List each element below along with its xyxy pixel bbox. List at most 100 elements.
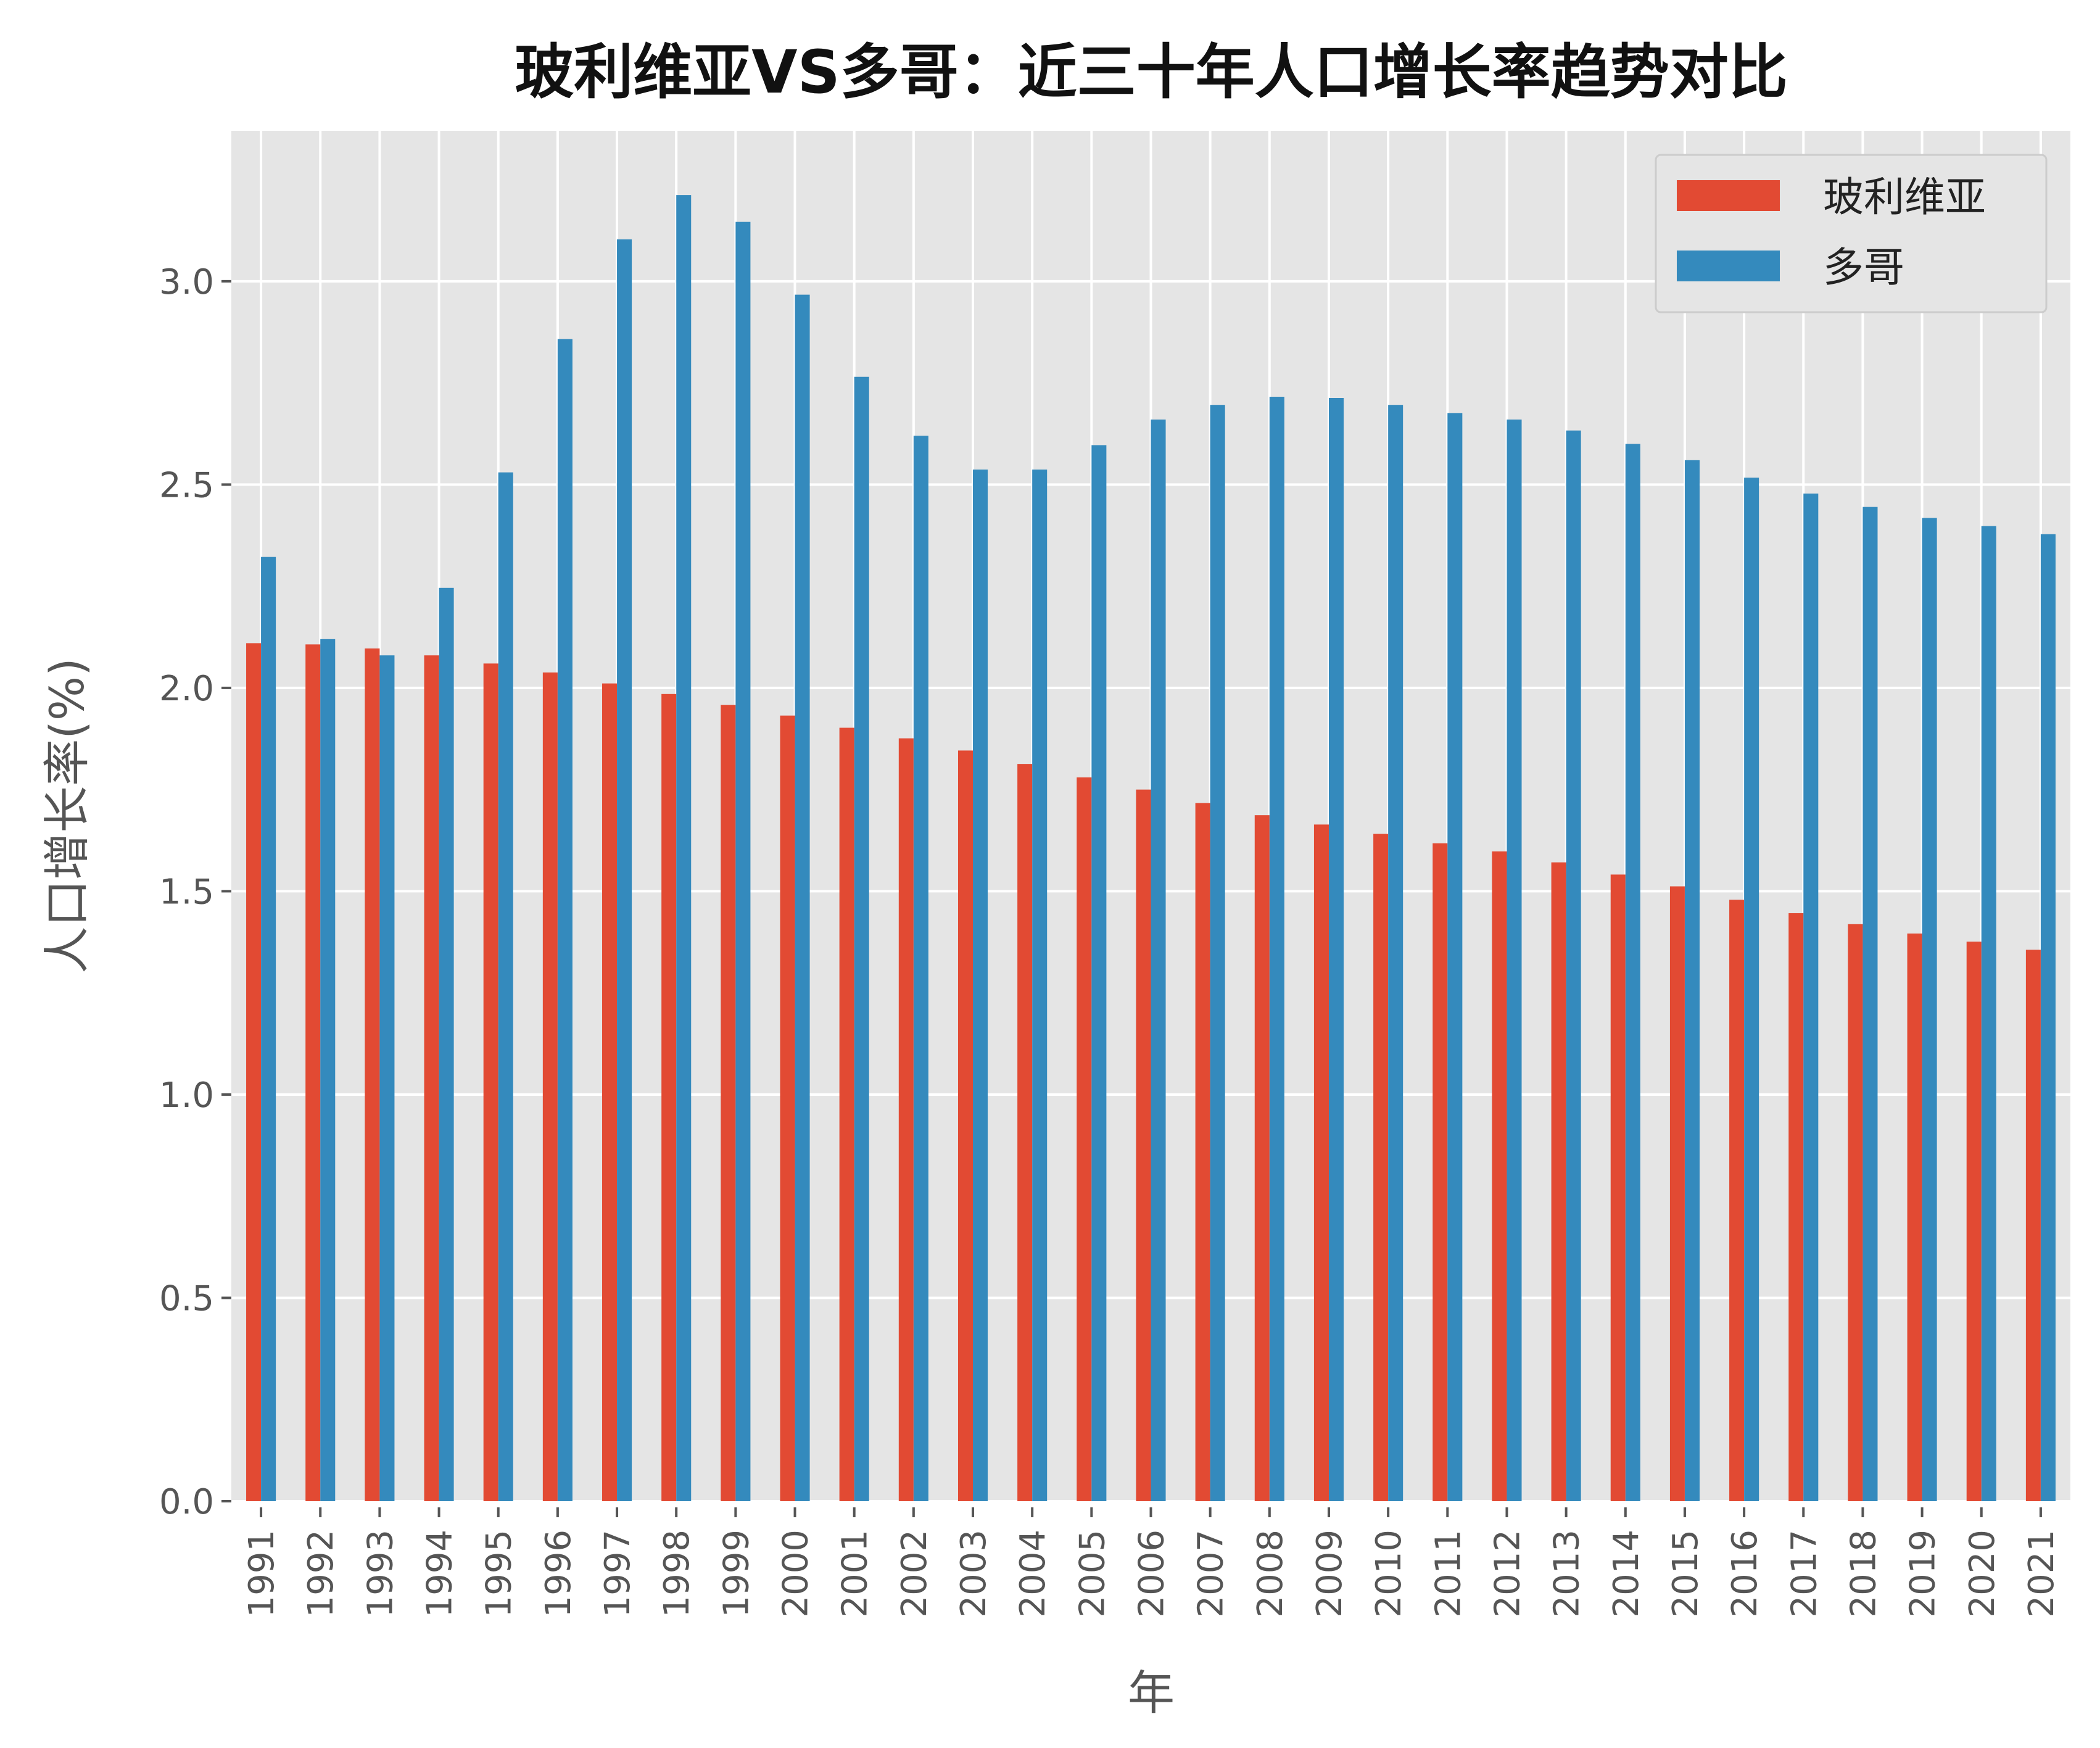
x-tick-label: 1996 xyxy=(539,1530,579,1618)
bar-togo-2003 xyxy=(973,469,988,1501)
x-tick-label: 1991 xyxy=(242,1530,282,1618)
bar-togo-2015 xyxy=(1684,460,1700,1502)
bar-togo-2006 xyxy=(1151,419,1166,1502)
x-tick-label: 2000 xyxy=(776,1530,816,1618)
bar-togo-1998 xyxy=(676,195,692,1502)
bar-togo-2019 xyxy=(1922,518,1937,1501)
bar-bolivia-1991 xyxy=(246,643,262,1501)
x-tick-label: 2019 xyxy=(1903,1530,1943,1618)
y-tick-label: 2.5 xyxy=(159,465,214,505)
bar-togo-2000 xyxy=(795,294,810,1502)
bar-bolivia-2016 xyxy=(1729,900,1745,1501)
bar-togo-1999 xyxy=(735,222,751,1502)
bar-togo-2021 xyxy=(2040,534,2056,1501)
bar-bolivia-2011 xyxy=(1432,843,1448,1501)
x-tick-label: 2017 xyxy=(1784,1530,1824,1618)
bar-bolivia-2007 xyxy=(1195,803,1210,1501)
bar-bolivia-2015 xyxy=(1669,886,1685,1501)
bar-bolivia-2000 xyxy=(780,715,795,1501)
bar-bolivia-2006 xyxy=(1136,789,1151,1501)
x-tick-label: 2002 xyxy=(895,1530,935,1618)
bar-bolivia-2014 xyxy=(1610,874,1626,1501)
x-tick-label: 1994 xyxy=(420,1530,460,1618)
chart-title: 玻利维亚VS多哥：近三十年人口增长率趋势对比 xyxy=(515,38,1787,107)
bar-togo-2013 xyxy=(1566,430,1581,1501)
x-tick-label: 2016 xyxy=(1725,1530,1765,1618)
x-tick-label: 1997 xyxy=(598,1530,638,1618)
x-tick-label: 2014 xyxy=(1606,1530,1647,1618)
bar-togo-2020 xyxy=(1981,526,1996,1501)
legend-swatch-bolivia xyxy=(1677,180,1780,211)
x-tick-label: 2007 xyxy=(1191,1530,1231,1618)
y-tick-label: 2.0 xyxy=(159,669,214,709)
x-tick-label: 1998 xyxy=(657,1530,697,1618)
bar-togo-2005 xyxy=(1091,445,1107,1501)
x-tick-label: 2005 xyxy=(1072,1530,1112,1618)
x-axis-ticks: 1991 1992 1993 1994 1995 1996 1997 1998 1999 2000… xyxy=(242,1507,2062,1618)
y-tick-label: 0.0 xyxy=(159,1482,214,1522)
x-tick-label: 2010 xyxy=(1369,1530,1409,1618)
bar-togo-2011 xyxy=(1447,413,1463,1501)
bar-togo-1992 xyxy=(320,639,336,1501)
legend-label-togo: 多哥 xyxy=(1823,244,1904,291)
bar-togo-2014 xyxy=(1625,444,1640,1501)
x-tick-label: 2004 xyxy=(1013,1530,1053,1618)
bar-togo-2017 xyxy=(1803,493,1819,1501)
y-axis-ticks: 0.0 0.5 1.0 1.5 2.0 2.5 3.0 xyxy=(159,262,231,1522)
bar-bolivia-2021 xyxy=(2025,950,2041,1501)
x-tick-label: 2013 xyxy=(1547,1530,1587,1618)
bar-bolivia-2001 xyxy=(839,727,854,1501)
x-tick-label: 2011 xyxy=(1428,1530,1468,1618)
legend-swatch-togo xyxy=(1677,251,1780,281)
x-tick-label: 2008 xyxy=(1250,1530,1291,1618)
x-tick-label: 1995 xyxy=(479,1530,519,1618)
x-axis-label: 年 xyxy=(1128,1665,1175,1720)
legend: 玻利维亚 多哥 xyxy=(1655,154,2048,313)
x-tick-label: 2001 xyxy=(835,1530,875,1618)
bar-bolivia-1999 xyxy=(721,705,736,1501)
bar-togo-2010 xyxy=(1388,405,1403,1502)
bar-togo-1993 xyxy=(379,655,395,1501)
bar-togo-2002 xyxy=(913,436,928,1501)
legend-label-bolivia: 玻利维亚 xyxy=(1823,173,1986,221)
bars xyxy=(246,195,2056,1502)
bar-togo-1996 xyxy=(557,339,573,1501)
bar-bolivia-1997 xyxy=(602,683,618,1501)
bar-bolivia-2020 xyxy=(1966,942,1982,1501)
bar-togo-2007 xyxy=(1210,405,1225,1502)
y-axis-label: 人口增长率(%) xyxy=(39,658,94,974)
bar-bolivia-1992 xyxy=(305,644,321,1501)
bar-bolivia-2012 xyxy=(1492,851,1507,1501)
bar-togo-2001 xyxy=(854,376,869,1501)
bar-togo-1995 xyxy=(498,472,513,1502)
bar-togo-1991 xyxy=(261,557,276,1502)
bar-bolivia-2009 xyxy=(1313,824,1329,1501)
bar-togo-1994 xyxy=(439,587,454,1501)
x-tick-label: 2006 xyxy=(1132,1530,1172,1618)
x-tick-label: 2012 xyxy=(1487,1530,1527,1618)
bar-bolivia-1996 xyxy=(542,672,558,1501)
bar-bolivia-2010 xyxy=(1373,834,1389,1501)
bar-bolivia-2013 xyxy=(1551,862,1566,1501)
bar-bolivia-2002 xyxy=(898,738,914,1501)
x-tick-label: 2020 xyxy=(1962,1530,2003,1618)
bar-togo-2016 xyxy=(1744,478,1759,1501)
bar-bolivia-1993 xyxy=(365,648,380,1501)
bar-togo-2004 xyxy=(1032,469,1048,1501)
bar-bolivia-1998 xyxy=(661,694,677,1501)
x-tick-label: 2018 xyxy=(1843,1530,1883,1618)
x-tick-label: 2009 xyxy=(1310,1530,1350,1618)
bar-togo-2018 xyxy=(1862,507,1878,1502)
x-tick-label: 1999 xyxy=(716,1530,756,1618)
x-tick-label: 2015 xyxy=(1666,1530,1706,1618)
bar-bolivia-2008 xyxy=(1254,815,1270,1501)
bar-bolivia-2004 xyxy=(1017,764,1033,1501)
y-tick-label: 1.5 xyxy=(159,872,214,912)
y-tick-label: 3.0 xyxy=(159,262,214,302)
bar-togo-1997 xyxy=(617,239,632,1502)
y-tick-label: 1.0 xyxy=(159,1075,214,1116)
bar-bolivia-2019 xyxy=(1907,933,1922,1501)
x-tick-label: 2021 xyxy=(2022,1530,2062,1618)
y-tick-label: 0.5 xyxy=(159,1278,214,1319)
